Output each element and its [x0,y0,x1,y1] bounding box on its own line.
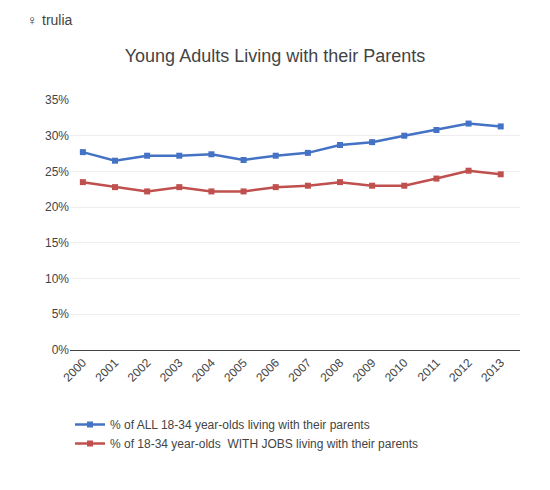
svg-text:trulia: trulia [42,12,73,28]
svg-text:% of ALL 18-34 year-olds livin: % of ALL 18-34 year-olds living with the… [110,418,370,432]
svg-text:10%: 10% [45,272,69,286]
svg-text:2012: 2012 [446,356,475,385]
svg-text:2007: 2007 [285,356,314,385]
svg-text:2003: 2003 [157,356,186,385]
svg-text:5%: 5% [52,307,70,321]
svg-text:2010: 2010 [382,356,411,385]
svg-text:20%: 20% [45,200,69,214]
svg-text:30%: 30% [45,129,69,143]
svg-text:35%: 35% [45,93,69,107]
svg-text:2008: 2008 [318,356,347,385]
svg-text:2013: 2013 [478,356,507,385]
svg-text:2001: 2001 [93,356,122,385]
svg-text:2009: 2009 [350,356,379,385]
svg-text:25%: 25% [45,165,69,179]
svg-text:2005: 2005 [221,356,250,385]
svg-text:2000: 2000 [60,356,89,385]
svg-text:♀: ♀ [27,12,38,28]
svg-text:% of 18-34 year-olds WITH JOB: % of 18-34 year-olds WITH JOBS living wi… [110,437,418,451]
svg-text:0%: 0% [52,343,70,357]
svg-text:2006: 2006 [253,356,282,385]
svg-text:15%: 15% [45,236,69,250]
svg-text:2011: 2011 [415,356,443,384]
svg-text:2002: 2002 [125,356,154,385]
svg-text:2004: 2004 [189,356,218,385]
svg-text:Young Adults Living with their: Young Adults Living with their Parents [125,46,426,66]
